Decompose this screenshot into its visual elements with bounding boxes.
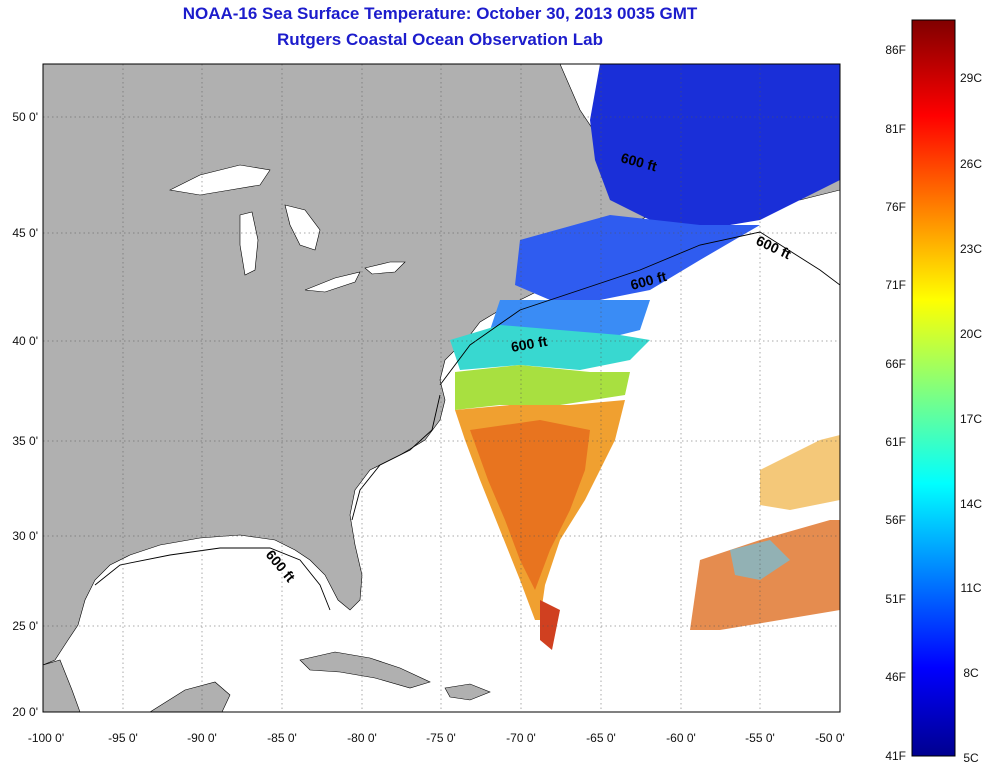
grid-lines (43, 64, 840, 712)
lon-tick-90: -90 0' (187, 731, 217, 745)
lon-tick-60: -60 0' (666, 731, 696, 745)
lon-tick-85: -85 0' (267, 731, 297, 745)
lake-superior (169, 164, 271, 196)
lat-tick-30: 30 0' (12, 529, 38, 543)
land-yucatan (149, 681, 231, 712)
colorbar (911, 19, 956, 757)
lon-tick-50: -50 0' (815, 731, 845, 745)
lat-tick-25: 25 0' (12, 619, 38, 633)
lon-tick-95: -95 0' (108, 731, 138, 745)
lon-tick-75: -75 0' (426, 731, 456, 745)
colorbar-c-26: 26C (960, 157, 982, 171)
sst-swath (450, 64, 840, 650)
land-cuba (299, 651, 431, 689)
colorbar-f-66: 66F (885, 357, 906, 371)
colorbar-c-29: 29C (960, 71, 982, 85)
colorbar-f-56: 56F (885, 513, 906, 527)
colorbar-f-81: 81F (885, 122, 906, 136)
lat-tick-20: 20 0' (12, 705, 38, 719)
lon-tick-65: -65 0' (586, 731, 616, 745)
colorbar-c-8: 8C (963, 666, 979, 680)
land-mexico (43, 659, 81, 712)
lat-tick-40: 40 0' (12, 334, 38, 348)
lake-huron (284, 204, 321, 251)
colorbar-c-17: 17C (960, 412, 982, 426)
map-subtitle: Rutgers Coastal Ocean Observation Lab (277, 30, 603, 49)
depth-label-4: 600 ft (510, 333, 549, 355)
land-hispaniola (444, 683, 491, 701)
colorbar-f-86: 86F (885, 43, 906, 57)
colorbar-f-46: 46F (885, 670, 906, 684)
lon-tick-80: -80 0' (347, 731, 377, 745)
colorbar-f-51: 51F (885, 592, 906, 606)
colorbar-f-61: 61F (885, 435, 906, 449)
isobath-lines (94, 231, 840, 611)
lake-ontario (364, 261, 406, 275)
lon-tick-55: -55 0' (745, 731, 775, 745)
lat-tick-45: 45 0' (12, 226, 38, 240)
lon-tick-100: -100 0' (28, 731, 64, 745)
colorbar-c-23: 23C (960, 242, 982, 256)
lake-erie (304, 271, 361, 293)
lake-michigan (239, 211, 259, 276)
colorbar-c-14: 14C (960, 497, 982, 511)
colorbar-c-5: 5C (963, 751, 979, 765)
colorbar-c-20: 20C (960, 327, 982, 341)
lat-tick-50: 50 0' (12, 110, 38, 124)
map-frame (42, 63, 841, 713)
colorbar-f-41: 41F (885, 749, 906, 763)
colorbar-c-11: 11C (960, 581, 981, 595)
map-title: NOAA-16 Sea Surface Temperature: October… (182, 4, 698, 23)
colorbar-f-71: 71F (885, 278, 906, 292)
lat-tick-35: 35 0' (12, 434, 38, 448)
lon-tick-70: -70 0' (506, 731, 536, 745)
colorbar-f-76: 76F (885, 200, 906, 214)
